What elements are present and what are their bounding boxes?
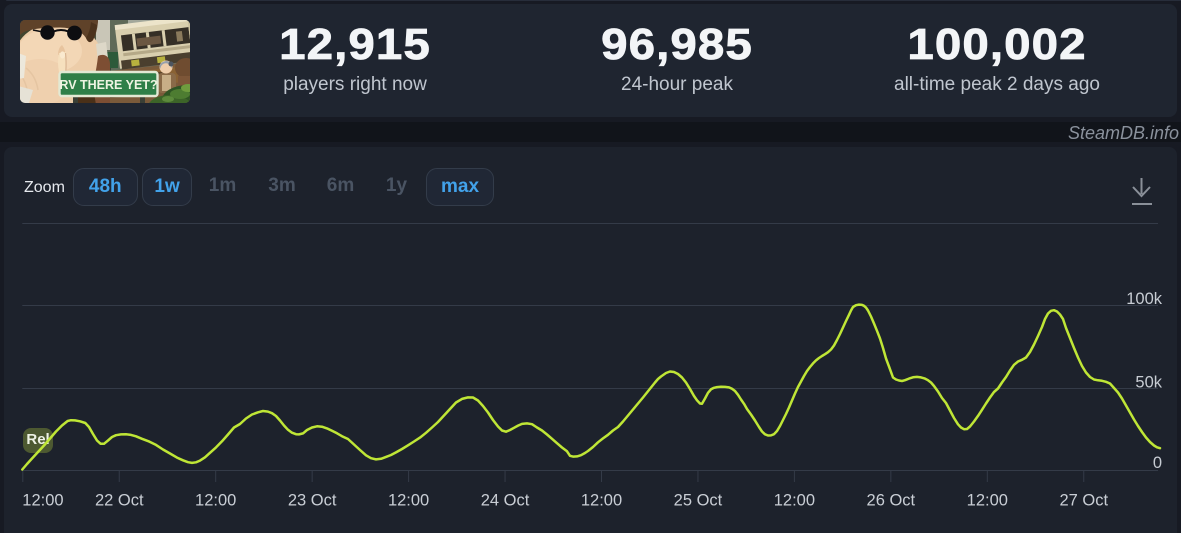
svg-text:26 Oct: 26 Oct: [867, 492, 916, 510]
svg-text:23 Oct: 23 Oct: [288, 492, 337, 510]
svg-text:12:00: 12:00: [581, 492, 622, 510]
svg-text:12:00: 12:00: [967, 492, 1008, 510]
svg-text:24 Oct: 24 Oct: [481, 492, 530, 510]
svg-text:22 Oct: 22 Oct: [95, 492, 144, 510]
svg-text:12:00: 12:00: [388, 492, 429, 510]
svg-text:100k: 100k: [1126, 290, 1163, 308]
svg-text:12:00: 12:00: [774, 492, 815, 510]
svg-text:12:00: 12:00: [22, 492, 63, 510]
svg-text:50k: 50k: [1135, 374, 1162, 392]
svg-text:25 Oct: 25 Oct: [674, 492, 723, 510]
svg-text:0: 0: [1153, 454, 1162, 472]
svg-text:27 Oct: 27 Oct: [1059, 492, 1108, 510]
svg-text:RV THERE YET?: RV THERE YET?: [59, 78, 157, 92]
svg-text:12:00: 12:00: [195, 492, 236, 510]
